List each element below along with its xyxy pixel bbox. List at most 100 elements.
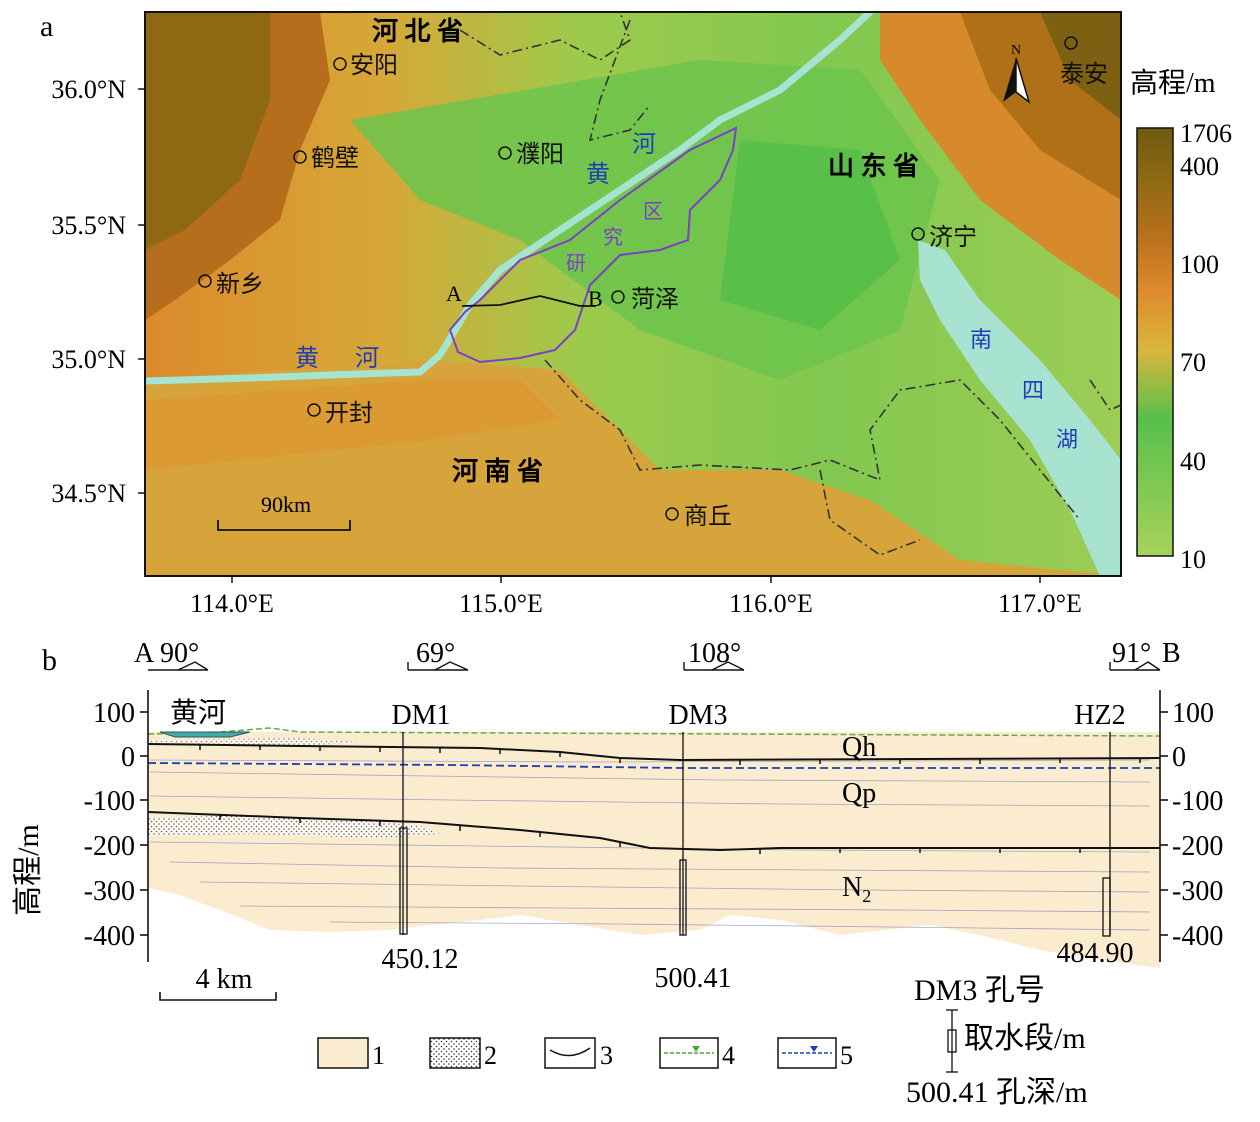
lat-tick: 34.5°N bbox=[51, 479, 126, 508]
city-taian: 泰安 bbox=[1060, 61, 1108, 88]
lat-axis: 36.0°N 35.5°N 35.0°N 34.5°N bbox=[51, 75, 145, 508]
north-arrow-icon: N bbox=[1003, 43, 1031, 105]
city-puyang: 濮阳 bbox=[516, 141, 564, 168]
label-henan: 河 南 省 bbox=[452, 457, 543, 486]
section-ylabel: 高程/m bbox=[12, 824, 45, 916]
section-legend: 1 2 3 4 5 bbox=[317, 1037, 853, 1070]
boreholes bbox=[399, 732, 1111, 937]
y-tick-left: -200 bbox=[84, 831, 135, 862]
yellow-river-channel bbox=[159, 731, 251, 738]
borehole-hz2-intake bbox=[1102, 877, 1111, 937]
borehole-depth: 450.12 bbox=[382, 944, 459, 975]
borehole-dm1-intake bbox=[399, 827, 408, 935]
city-anyang: 安阳 bbox=[350, 52, 398, 79]
borehole-dm3-intake bbox=[679, 859, 687, 936]
city-marker bbox=[307, 403, 321, 417]
lon-tick: 115.0°E bbox=[459, 589, 543, 618]
province-boundaries bbox=[459, 11, 1122, 556]
lon-tick: 114.0°E bbox=[190, 589, 274, 618]
legend-label: 3 bbox=[600, 1041, 613, 1070]
legend-level: 100 bbox=[1180, 250, 1219, 279]
key-well-id: DM3 孔号 bbox=[914, 974, 1045, 1007]
key-intake: 取水段/m bbox=[964, 1022, 1086, 1055]
lat-tick: 36.0°N bbox=[51, 75, 126, 104]
legend-level: 10 bbox=[1180, 545, 1206, 574]
label-shandong: 山 东 省 bbox=[828, 151, 919, 181]
stratum-n2: N2 bbox=[842, 872, 871, 906]
map-scale-bar: 90km bbox=[217, 492, 351, 531]
city-marker bbox=[333, 57, 347, 71]
y-tick-right: 0 bbox=[1172, 742, 1186, 773]
map-frame bbox=[144, 11, 1122, 577]
section-scale-label: 4 km bbox=[196, 964, 253, 995]
city-hebi: 鹤壁 bbox=[311, 145, 359, 172]
elevation-map bbox=[145, 12, 1121, 576]
study-area-char-3: 区 bbox=[643, 201, 663, 223]
profile-end-a: A bbox=[446, 281, 462, 306]
city-marker bbox=[665, 507, 679, 521]
legend-level: 1706 bbox=[1180, 119, 1232, 148]
legend-title: 高程/m bbox=[1130, 67, 1216, 99]
map-scale-label: 90km bbox=[261, 492, 311, 517]
legend-label: 4 bbox=[722, 1041, 735, 1070]
river-label-he-left: 河 bbox=[355, 345, 379, 372]
city-kaifeng: 开封 bbox=[325, 400, 373, 427]
borehole-depth: 484.90 bbox=[1057, 938, 1134, 969]
legend-colorbar bbox=[1136, 127, 1174, 557]
stratum-qp: Qp bbox=[842, 778, 876, 809]
elevation-legend: 高程/m 1706 400 100 70 40 10 bbox=[1130, 67, 1232, 574]
north-label: N bbox=[1011, 43, 1021, 58]
key-depth: 500.41 孔深/m bbox=[906, 1076, 1088, 1109]
city-marker bbox=[611, 290, 625, 304]
legend-swatch-1 bbox=[317, 1037, 369, 1069]
city-heze: 菏泽 bbox=[631, 286, 679, 313]
study-area-boundary bbox=[448, 126, 738, 364]
river-label-he-right: 河 bbox=[632, 131, 656, 158]
yellow-river-label: 黄河 bbox=[170, 697, 226, 729]
y-tick-right: 100 bbox=[1172, 698, 1214, 729]
boundary-qp-n2 bbox=[147, 811, 1160, 852]
borehole-depth: 500.41 bbox=[655, 963, 732, 994]
dip-angle: 69° bbox=[416, 638, 455, 669]
borehole-id: DM1 bbox=[391, 700, 450, 731]
city-marker bbox=[1064, 36, 1078, 50]
y-tick-left: -400 bbox=[84, 921, 135, 952]
city-marker bbox=[198, 274, 212, 288]
section-axes bbox=[140, 690, 1168, 962]
lon-axis: 114.0°E 115.0°E 116.0°E 117.0°E bbox=[190, 576, 1082, 618]
section-end-a: A bbox=[134, 638, 155, 669]
city-marker bbox=[498, 146, 512, 160]
lake-char-2: 四 bbox=[1022, 378, 1044, 403]
stratum-qh: Qh bbox=[842, 732, 876, 763]
y-tick-left: -300 bbox=[84, 876, 135, 907]
study-area-char-1: 研 bbox=[566, 253, 586, 275]
legend-level: 400 bbox=[1180, 152, 1219, 181]
y-tick-left: -100 bbox=[84, 786, 135, 817]
legend-label: 1 bbox=[372, 1041, 385, 1070]
profile-end-b: B bbox=[588, 286, 603, 311]
y-tick-right: -100 bbox=[1172, 786, 1223, 817]
legend-swatch-3 bbox=[544, 1037, 596, 1069]
borehole-id: HZ2 bbox=[1074, 700, 1125, 731]
y-tick-left: 100 bbox=[93, 698, 135, 729]
legend-level: 70 bbox=[1180, 348, 1206, 377]
panel-a-label: a bbox=[40, 10, 53, 43]
lake-char-1: 南 bbox=[970, 327, 992, 352]
sand-lens bbox=[148, 815, 440, 838]
city-xinxiang: 新乡 bbox=[216, 271, 264, 298]
panel-b-label: b bbox=[42, 644, 57, 677]
y-tick-left: 0 bbox=[121, 742, 135, 773]
lon-tick: 117.0°E bbox=[998, 589, 1082, 618]
stratum-1 bbox=[148, 732, 1160, 968]
study-area-char-2: 究 bbox=[603, 226, 623, 249]
label-hebei: 河 北 省 bbox=[372, 17, 463, 46]
lat-tick: 35.0°N bbox=[51, 345, 126, 374]
lon-tick: 116.0°E bbox=[729, 589, 813, 618]
city-marker bbox=[293, 150, 307, 164]
city-jining: 济宁 bbox=[929, 224, 977, 251]
borehole-key: DM3 孔号 取水段/m 500.41 孔深/m bbox=[906, 974, 1088, 1109]
water-table bbox=[147, 762, 1160, 769]
legend-swatch-2 bbox=[429, 1037, 481, 1069]
section-scale-bar: 4 km bbox=[159, 964, 277, 1001]
lake-char-3: 湖 bbox=[1056, 427, 1078, 452]
